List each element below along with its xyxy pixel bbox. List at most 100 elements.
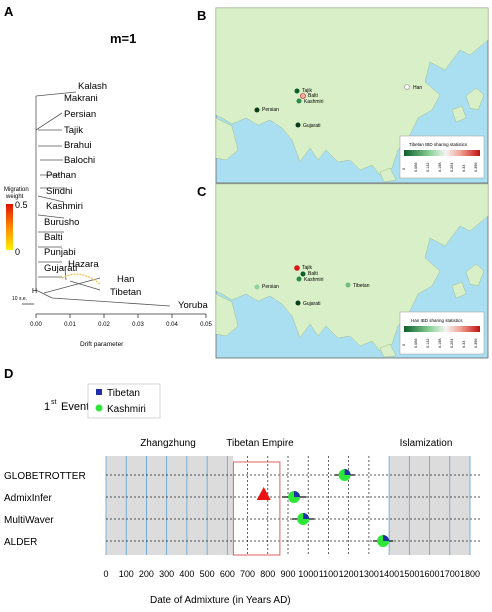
tick-label: 1800 xyxy=(460,569,480,579)
event-superscript: st xyxy=(51,399,57,406)
legend-tick: 0 xyxy=(402,168,406,170)
pop-label: Makrani xyxy=(64,93,98,104)
map-c-legend: Han IBD sharing statistics 0 0.066 0.132… xyxy=(399,311,485,355)
map-label: Gujarati xyxy=(303,123,321,129)
legend-tick: 0.33 xyxy=(462,341,466,348)
map-point xyxy=(294,265,300,271)
colorbar-gradient xyxy=(6,204,13,250)
event-number: 1 xyxy=(44,401,50,413)
legend-swatch-kashmiri xyxy=(95,404,103,412)
migration-colorbar: Migration weight 0.5 0 xyxy=(4,187,29,257)
panel-label-d: D xyxy=(4,366,13,381)
map-point xyxy=(296,276,302,282)
panel-label-b: B xyxy=(197,8,206,23)
pop-label: Pathan xyxy=(46,170,76,181)
map-point xyxy=(254,284,260,290)
pop-label: Tajik xyxy=(64,125,83,136)
tick-label: 300 xyxy=(159,569,174,579)
tick-label: 1000 xyxy=(298,569,318,579)
drift-axis: 0.00 0.01 0.02 0.03 0.04 0.05 Drift para… xyxy=(30,313,212,348)
method-label: MultiWaver xyxy=(4,515,54,526)
axis-label: Drift parameter xyxy=(80,341,124,348)
event-word: Event xyxy=(61,401,89,413)
pop-label: Kalash xyxy=(78,81,107,92)
tick-label: 1300 xyxy=(359,569,379,579)
tick-label: 900 xyxy=(280,569,295,579)
legend-tick: 0.066 xyxy=(414,338,418,348)
pop-label: Sindhi xyxy=(46,186,72,197)
triangle-marker xyxy=(256,487,271,500)
legend-tick: 0.264 xyxy=(450,338,454,348)
legend-label: Kashmiri xyxy=(107,404,146,415)
tick-label: 0 xyxy=(103,569,108,579)
map-label: Balti xyxy=(308,93,318,99)
migration-edge xyxy=(61,273,101,285)
admixture-axis: 0 100 200 300 400 500 600 700 800 900 1000 1100 1200… xyxy=(103,569,480,579)
tick-label: 1100 xyxy=(319,569,338,579)
map-point xyxy=(345,282,351,288)
period-labels: Zhangzhung Tibetan Empire Islamization xyxy=(140,438,452,449)
tick-label: 0.04 xyxy=(166,322,178,328)
tick-label: 1400 xyxy=(379,569,399,579)
tick-label: 500 xyxy=(200,569,215,579)
legend-tick: 0.396 xyxy=(474,162,478,172)
drift-tree xyxy=(35,91,171,307)
map-point xyxy=(296,98,302,104)
tick-label: 1500 xyxy=(399,569,419,579)
pop-label: Balti xyxy=(44,232,62,243)
tick-label: 1700 xyxy=(440,569,460,579)
pop-label: Persian xyxy=(64,109,96,120)
legend-tick: 0.066 xyxy=(414,162,418,172)
scale-label: 10 s.e. xyxy=(12,296,27,302)
pop-label: Brahui xyxy=(64,140,91,151)
tick-label: 200 xyxy=(139,569,154,579)
legend-title: Tibetan IBD sharing statistics xyxy=(409,142,468,147)
tick-label: 700 xyxy=(240,569,255,579)
h-label: H xyxy=(32,288,37,295)
map-point xyxy=(294,88,300,94)
colorbar-title: Migration xyxy=(4,187,29,193)
tibetan-point xyxy=(344,469,351,475)
method-label: GLOBETROTTER xyxy=(4,471,86,482)
legend-tick: 0.198 xyxy=(438,338,442,348)
tick-label: 1600 xyxy=(420,569,440,579)
map-label: Persian xyxy=(262,107,279,113)
tick-label: 0.00 xyxy=(30,322,42,328)
pop-label: Gujarati xyxy=(44,263,77,274)
map-point xyxy=(295,300,301,306)
pop-label: Han xyxy=(117,274,134,285)
map-label: Tibetan xyxy=(353,283,370,289)
legend-swatch-tibetan xyxy=(96,389,102,395)
tick-label: 0.01 xyxy=(64,322,76,328)
map-label: Han xyxy=(413,85,422,91)
pop-label: Yoruba xyxy=(178,300,208,311)
admixture-plot xyxy=(105,456,480,556)
map-label: Kashmiri xyxy=(304,99,323,105)
d-legend: Tibetan Kashmiri xyxy=(87,383,161,419)
map-b-legend: Tibetan IBD sharing statistics 0 0.066 0… xyxy=(399,135,485,179)
map-label: Balti xyxy=(308,271,318,277)
colorbar-title: weight xyxy=(5,194,24,200)
tick-label: 400 xyxy=(179,569,194,579)
map-b-points: Tajik Balti Kashmiri Persian Gujarati Ha… xyxy=(254,84,422,129)
tick-label: 0.05 xyxy=(200,322,212,328)
map-point xyxy=(254,107,260,113)
pop-label: Tibetan xyxy=(110,287,141,298)
tick-label: 100 xyxy=(119,569,134,579)
tibetan-point xyxy=(294,491,301,497)
period-label: Tibetan Empire xyxy=(226,438,294,449)
legend-tick: 0.132 xyxy=(426,338,430,348)
map-point xyxy=(300,93,306,99)
tick-label: 600 xyxy=(220,569,235,579)
colorbar-max: 0.5 xyxy=(15,200,28,210)
legend-label: Tibetan xyxy=(107,388,140,399)
map-label: Kashmiri xyxy=(304,277,323,283)
pop-label: Burusho xyxy=(44,217,79,228)
population-labels: Kalash Makrani Persian Tajik Brahui Balo… xyxy=(44,81,208,311)
period-label: Zhangzhung xyxy=(140,438,196,449)
method-labels: GLOBETROTTER AdmixInfer MultiWaver ALDER xyxy=(4,471,86,548)
legend-tick: 0.33 xyxy=(462,165,466,172)
panel-label-a: A xyxy=(4,4,14,19)
pop-label: Balochi xyxy=(64,155,95,166)
